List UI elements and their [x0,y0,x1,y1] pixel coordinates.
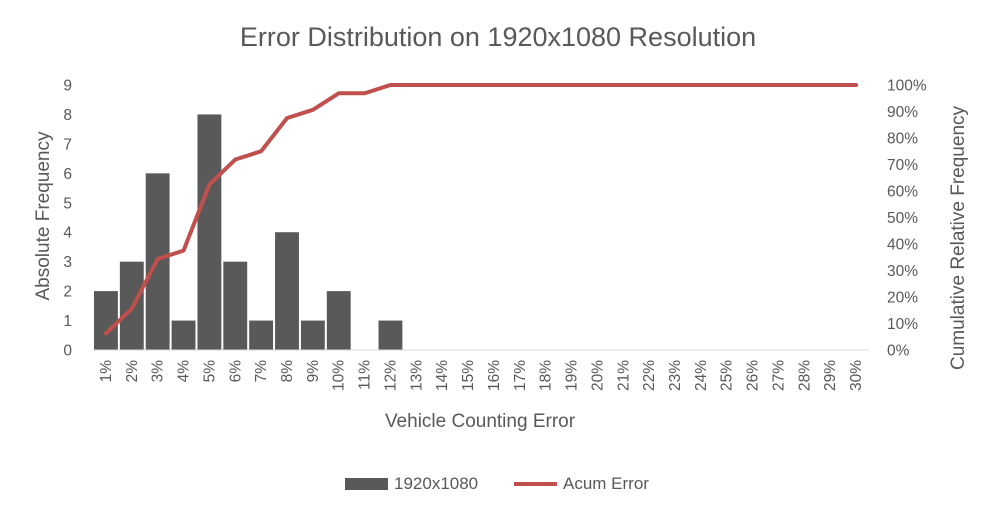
x-tick-label: 4% [176,360,193,383]
x-tick-label: 30% [848,360,865,391]
x-tick-label: 27% [770,360,787,391]
x-tick-label: 25% [719,360,736,391]
bar [378,320,403,350]
y-axis-title: Absolute Frequency [33,131,54,300]
x-tick-label: 19% [564,360,581,391]
y2-tick-label: 40% [887,237,918,254]
y2-tick-label: 60% [887,184,918,201]
bar [197,114,222,350]
legend-line-label: Acum Error [563,474,649,493]
x-tick-label: 15% [460,360,477,391]
y-tick-label: 9 [63,78,72,95]
x-axis-title: Vehicle Counting Error [385,411,576,432]
y-tick-label: 5 [63,195,72,212]
y-tick-label: 1 [63,313,72,330]
y2-tick-label: 0% [887,343,910,360]
y2-tick-label: 10% [887,316,918,333]
legend-bar-label: 1920x1080 [394,474,478,493]
bar [223,261,248,350]
bar [94,291,118,350]
y-tick-label: 0 [63,343,72,360]
y2-tick-label: 90% [887,104,918,121]
y2-tick-label: 80% [887,131,918,148]
x-tick-label: 23% [667,360,684,391]
y-tick-label: 6 [63,166,72,183]
x-tick-label: 17% [512,360,529,391]
x-tick-label: 2% [124,360,141,383]
y-tick-label: 2 [63,284,72,301]
x-tick-label: 29% [822,360,839,391]
y2-axis-ticks: 0% 10% 20% 30% 40% 50% 60% 70% 80% 90% 100% [887,78,927,360]
y2-axis-title: Cumulative Relative Frequency [948,106,969,371]
x-tick-label: 11% [357,360,374,390]
x-tick-label: 10% [331,360,348,391]
legend-bar-swatch [345,478,388,490]
y2-tick-label: 30% [887,263,918,280]
x-tick-label: 21% [615,360,632,391]
x-tick-label: 14% [434,360,451,391]
x-tick-label: 1% [98,360,115,383]
line-group [103,83,859,336]
x-tick-label: 22% [641,360,658,391]
x-axis-ticks: 1% 2% 3% 4% 5% 6% 7% 8% 9% 10% 11% 12% 13% 14% 15% 16% 1… [98,360,865,391]
bar [326,291,351,350]
x-tick-label: 5% [201,360,218,383]
bar [275,232,299,350]
x-tick-label: 13% [408,360,425,391]
x-tick-label: 26% [745,360,762,391]
y2-tick-label: 50% [887,210,918,227]
x-tick-label: 9% [305,360,322,383]
bar [171,320,196,350]
y2-tick-label: 70% [887,157,918,174]
bar [300,320,325,350]
y2-tick-label: 100% [887,78,927,95]
y-tick-label: 8 [63,107,72,124]
x-tick-label: 18% [538,360,555,391]
y-tick-label: 4 [63,225,72,242]
x-tick-label: 3% [150,360,167,383]
y-axis-ticks: 0 1 2 3 4 5 6 7 8 9 [63,78,72,360]
series-line-acum-error [103,83,859,336]
bar [249,320,274,350]
x-tick-label: 6% [227,360,244,383]
x-tick-label: 20% [589,360,606,391]
bars-group [94,114,403,350]
x-tick-label: 16% [486,360,503,391]
x-tick-label: 28% [796,360,813,391]
x-tick-label: 12% [382,360,399,391]
x-tick-label: 24% [693,360,710,391]
y2-tick-label: 20% [887,290,918,307]
y-tick-label: 7 [63,136,72,153]
x-tick-label: 7% [253,360,270,383]
legend: 1920x1080 Acum Error [345,474,649,493]
y-tick-label: 3 [63,254,72,271]
chart-title: Error Distribution on 1920x1080 Resoluti… [240,22,756,52]
x-tick-label: 8% [279,360,296,383]
